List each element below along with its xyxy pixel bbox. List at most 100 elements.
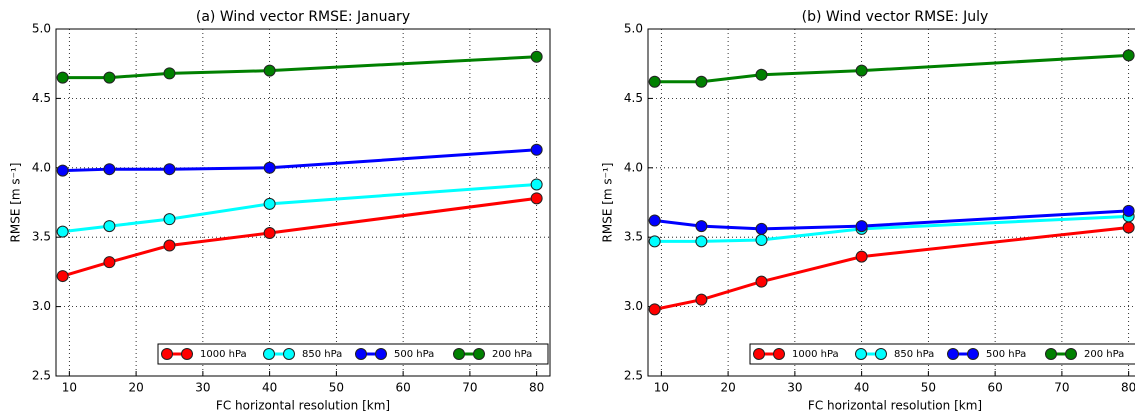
legend-label: 500 hPa	[986, 349, 1026, 360]
x-tick-label: 10	[62, 381, 77, 395]
x-tick-label: 80	[529, 381, 544, 395]
legend-frame	[749, 343, 1135, 365]
legend-label: 850 hPa	[894, 349, 934, 360]
y-tick-label: 2.5	[32, 369, 51, 383]
chart: (a) Wind vector RMSE: January FC horizont…	[9, 9, 551, 413]
legend-marker	[753, 348, 765, 360]
legend-marker	[181, 348, 193, 360]
marker	[56, 225, 69, 238]
x-tick-label: 30	[195, 381, 210, 395]
legend-marker	[375, 348, 387, 360]
x-tick-label: 50	[329, 381, 344, 395]
legend-label: 200 hPa	[492, 349, 532, 360]
marker	[163, 67, 176, 80]
marker	[695, 75, 708, 88]
marker	[263, 161, 276, 174]
marker	[56, 71, 69, 84]
legend-marker	[1065, 348, 1077, 360]
y-tick-label: 3.5	[32, 230, 51, 244]
legend-marker	[473, 348, 485, 360]
y-tick-label: 3.5	[624, 230, 643, 244]
marker	[1122, 204, 1135, 217]
x-axis-label: FC horizontal resolution [km]	[216, 399, 390, 413]
marker	[1122, 221, 1135, 234]
y-tick-label: 4.5	[624, 91, 643, 105]
line	[654, 53, 1129, 84]
x-axis-label: FC horizontal resolution [km]	[808, 399, 982, 413]
marker	[648, 235, 661, 248]
y-tick-label: 5.0	[32, 22, 51, 36]
marker	[755, 68, 768, 81]
y-tick-label: 3.0	[624, 299, 643, 313]
legend-marker	[855, 348, 867, 360]
marker	[263, 64, 276, 77]
marker	[530, 192, 543, 205]
x-tick-label: 20	[720, 381, 735, 395]
chart-title: (a) Wind vector RMSE: January	[196, 9, 410, 25]
x-tick-label: 80	[1121, 381, 1135, 395]
marker	[56, 270, 69, 283]
line	[654, 214, 1129, 243]
legend-marker	[875, 348, 887, 360]
legend-marker	[453, 348, 465, 360]
legend-marker	[1045, 348, 1057, 360]
marker	[530, 178, 543, 191]
marker	[648, 214, 661, 227]
x-tick-label: 70	[1054, 381, 1069, 395]
marker	[695, 235, 708, 248]
legend-marker	[967, 348, 979, 360]
legend-marker	[773, 348, 785, 360]
marker	[163, 163, 176, 176]
y-axis-label: RMSE [m s⁻¹]	[601, 163, 615, 243]
x-tick-label: 70	[462, 381, 477, 395]
x-tick-label: 40	[262, 381, 277, 395]
legend-marker	[161, 348, 173, 360]
legend-marker	[355, 348, 367, 360]
legend-marker	[263, 348, 275, 360]
y-tick-label: 4.0	[32, 160, 51, 174]
x-tick-label: 40	[854, 381, 869, 395]
marker	[755, 233, 768, 246]
marker	[163, 213, 176, 226]
marker	[56, 164, 69, 177]
marker	[855, 250, 868, 263]
x-tick-label: 30	[787, 381, 802, 395]
marker	[263, 227, 276, 240]
marker	[855, 220, 868, 233]
y-tick-label: 4.5	[32, 91, 51, 105]
marker	[695, 293, 708, 306]
x-tick-label: 50	[921, 381, 936, 395]
legend-label: 850 hPa	[302, 349, 342, 360]
legend-frame	[157, 343, 549, 365]
y-tick-label: 3.0	[32, 299, 51, 313]
marker	[855, 64, 868, 77]
marker	[103, 163, 116, 176]
marker	[530, 143, 543, 156]
chart: (b) Wind vector RMSE: July FC horizontal …	[601, 9, 1135, 413]
marker	[1122, 49, 1135, 62]
chart-title: (b) Wind vector RMSE: July	[802, 9, 989, 25]
marker	[648, 303, 661, 316]
legend-label: 1000 hPa	[200, 349, 247, 360]
line	[62, 196, 537, 278]
marker	[755, 222, 768, 235]
legend-label: 500 hPa	[394, 349, 434, 360]
y-tick-label: 2.5	[624, 369, 643, 383]
marker	[103, 71, 116, 84]
y-tick-label: 4.0	[624, 160, 643, 174]
plot-frame	[55, 28, 551, 377]
legend-label: 1000 hPa	[792, 349, 839, 360]
marker	[103, 220, 116, 233]
line	[62, 55, 537, 80]
line	[62, 148, 537, 173]
y-tick-label: 5.0	[624, 22, 643, 36]
legend-label: 200 hPa	[1084, 349, 1124, 360]
x-tick-label: 60	[395, 381, 410, 395]
marker	[103, 256, 116, 269]
y-axis-label: RMSE [m s⁻¹]	[9, 163, 23, 243]
marker	[648, 75, 661, 88]
legend-marker	[283, 348, 295, 360]
x-tick-label: 60	[987, 381, 1002, 395]
marker	[695, 220, 708, 233]
